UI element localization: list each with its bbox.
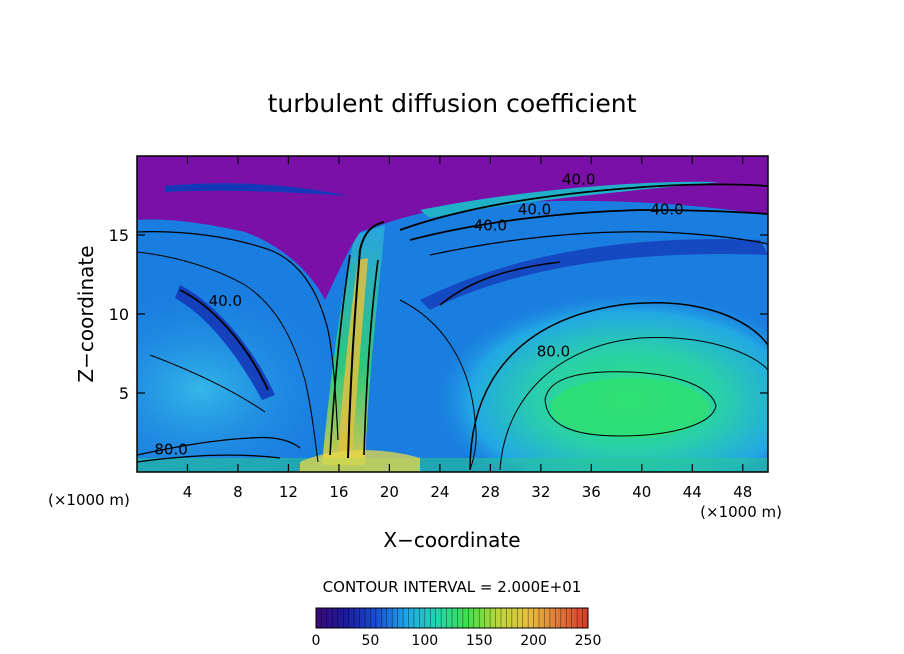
contour-labels: 40.0 40.0 40.0 40.0 40.0 80.0 80.0 [154, 170, 683, 458]
contour-label: 80.0 [154, 441, 187, 459]
y-tick-label: 10 [109, 305, 129, 324]
colorbar-ticks: 0 50 100 150 200 250 [312, 633, 602, 649]
colorbar-stripes [321, 608, 583, 628]
x-tick-label: 28 [481, 483, 500, 501]
contour-label: 40.0 [518, 200, 551, 218]
contour-line [363, 259, 379, 456]
field-dark-blue-band [175, 285, 275, 400]
x-tick-label: 16 [329, 483, 348, 501]
field-green-inner [550, 378, 710, 438]
y-tick-label: 5 [119, 384, 129, 403]
colorbar-tick-label: 200 [520, 633, 547, 649]
contour-line [429, 231, 768, 256]
y-tick-label: 15 [109, 226, 129, 245]
contour-line [137, 251, 319, 463]
contour-label: 40.0 [209, 292, 242, 310]
contour-label: 40.0 [650, 200, 683, 218]
contour-line [329, 254, 351, 456]
y-axis: 5 10 15 [109, 226, 768, 403]
colorbar-tick-label: 0 [312, 633, 321, 649]
field-surface-band [137, 458, 768, 472]
y-axis-label: Z−coordinate [74, 245, 98, 382]
contour-line [399, 183, 768, 231]
contour-line [499, 337, 768, 471]
contour-label: 40.0 [474, 216, 507, 234]
x-unit-right: (×1000 m) [700, 503, 782, 521]
x-tick-label: 36 [582, 483, 601, 501]
contour-line [409, 209, 768, 241]
x-tick-label: 24 [430, 483, 449, 501]
x-tick-label: 48 [733, 483, 752, 501]
contour-line [439, 261, 561, 306]
colorbar-tick-label: 100 [411, 633, 438, 649]
field-anvil-streak [420, 181, 720, 218]
x-tick-label: 40 [632, 483, 651, 501]
contour-line [544, 371, 717, 437]
colorbar-tick-label: 50 [361, 633, 379, 649]
contour-label: 80.0 [537, 343, 570, 361]
contour-line [137, 231, 339, 441]
x-axis: 4 8 12 16 20 24 28 32 36 40 44 48 [183, 156, 752, 501]
contour-line [469, 301, 768, 471]
chart-title: turbulent diffusion coefficient [268, 89, 637, 118]
x-tick-label: 32 [531, 483, 550, 501]
contour-line [137, 436, 301, 456]
colorbar-tick-label: 150 [466, 633, 493, 649]
x-tick-label: 44 [683, 483, 702, 501]
x-tick-label: 8 [233, 483, 243, 501]
x-tick-label: 12 [279, 483, 298, 501]
field-tropopause-streak [165, 183, 350, 196]
contour-line [399, 299, 477, 471]
x-tick-label: 20 [380, 483, 399, 501]
contour-interval-text: CONTOUR INTERVAL = 2.000E+01 [323, 578, 582, 596]
colorbar-tick-label: 250 [575, 633, 602, 649]
field-upper-dark-band [420, 239, 768, 310]
contour-line [179, 289, 269, 391]
x-tick-label: 4 [183, 483, 193, 501]
contour-lines [137, 183, 768, 471]
contour-line [149, 354, 266, 413]
x-unit-left: (×1000 m) [48, 491, 130, 509]
contour-line [137, 454, 281, 463]
contour-line [347, 221, 385, 459]
field-left-cyan-region [137, 280, 350, 472]
contour-label: 40.0 [562, 170, 595, 188]
x-axis-label: X−coordinate [383, 528, 520, 552]
